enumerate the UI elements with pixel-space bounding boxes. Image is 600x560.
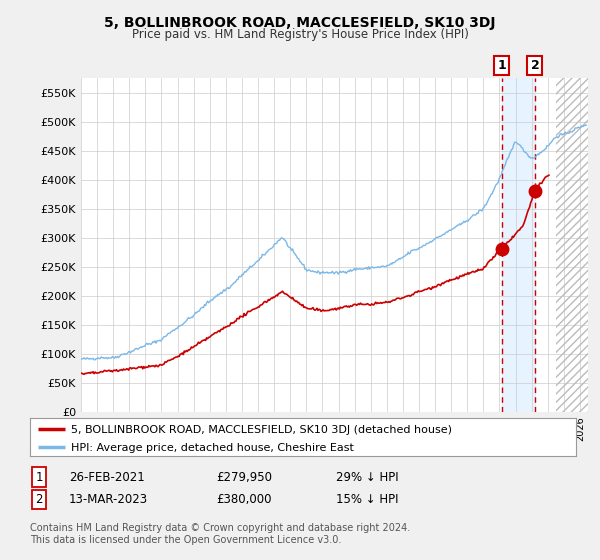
- Text: £279,950: £279,950: [216, 470, 272, 484]
- Text: 1: 1: [35, 470, 43, 484]
- Bar: [502, 78, 535, 412]
- Text: HPI: Average price, detached house, Cheshire East: HPI: Average price, detached house, Ches…: [71, 443, 354, 453]
- Text: Contains HM Land Registry data © Crown copyright and database right 2024.: Contains HM Land Registry data © Crown c…: [30, 522, 410, 533]
- Text: £380,000: £380,000: [216, 493, 271, 506]
- Text: 5, BOLLINBROOK ROAD, MACCLESFIELD, SK10 3DJ: 5, BOLLINBROOK ROAD, MACCLESFIELD, SK10 …: [104, 16, 496, 30]
- Text: This data is licensed under the Open Government Licence v3.0.: This data is licensed under the Open Gov…: [30, 535, 341, 545]
- Text: 13-MAR-2023: 13-MAR-2023: [69, 493, 148, 506]
- Text: Price paid vs. HM Land Registry's House Price Index (HPI): Price paid vs. HM Land Registry's House …: [131, 28, 469, 41]
- Text: 2: 2: [530, 59, 539, 72]
- Text: 1: 1: [497, 59, 506, 72]
- Text: 15% ↓ HPI: 15% ↓ HPI: [336, 493, 398, 506]
- Text: 5, BOLLINBROOK ROAD, MACCLESFIELD, SK10 3DJ (detached house): 5, BOLLINBROOK ROAD, MACCLESFIELD, SK10 …: [71, 424, 452, 435]
- Text: 26-FEB-2021: 26-FEB-2021: [69, 470, 145, 484]
- Text: 29% ↓ HPI: 29% ↓ HPI: [336, 470, 398, 484]
- Text: 2: 2: [35, 493, 43, 506]
- Bar: [556, 78, 588, 412]
